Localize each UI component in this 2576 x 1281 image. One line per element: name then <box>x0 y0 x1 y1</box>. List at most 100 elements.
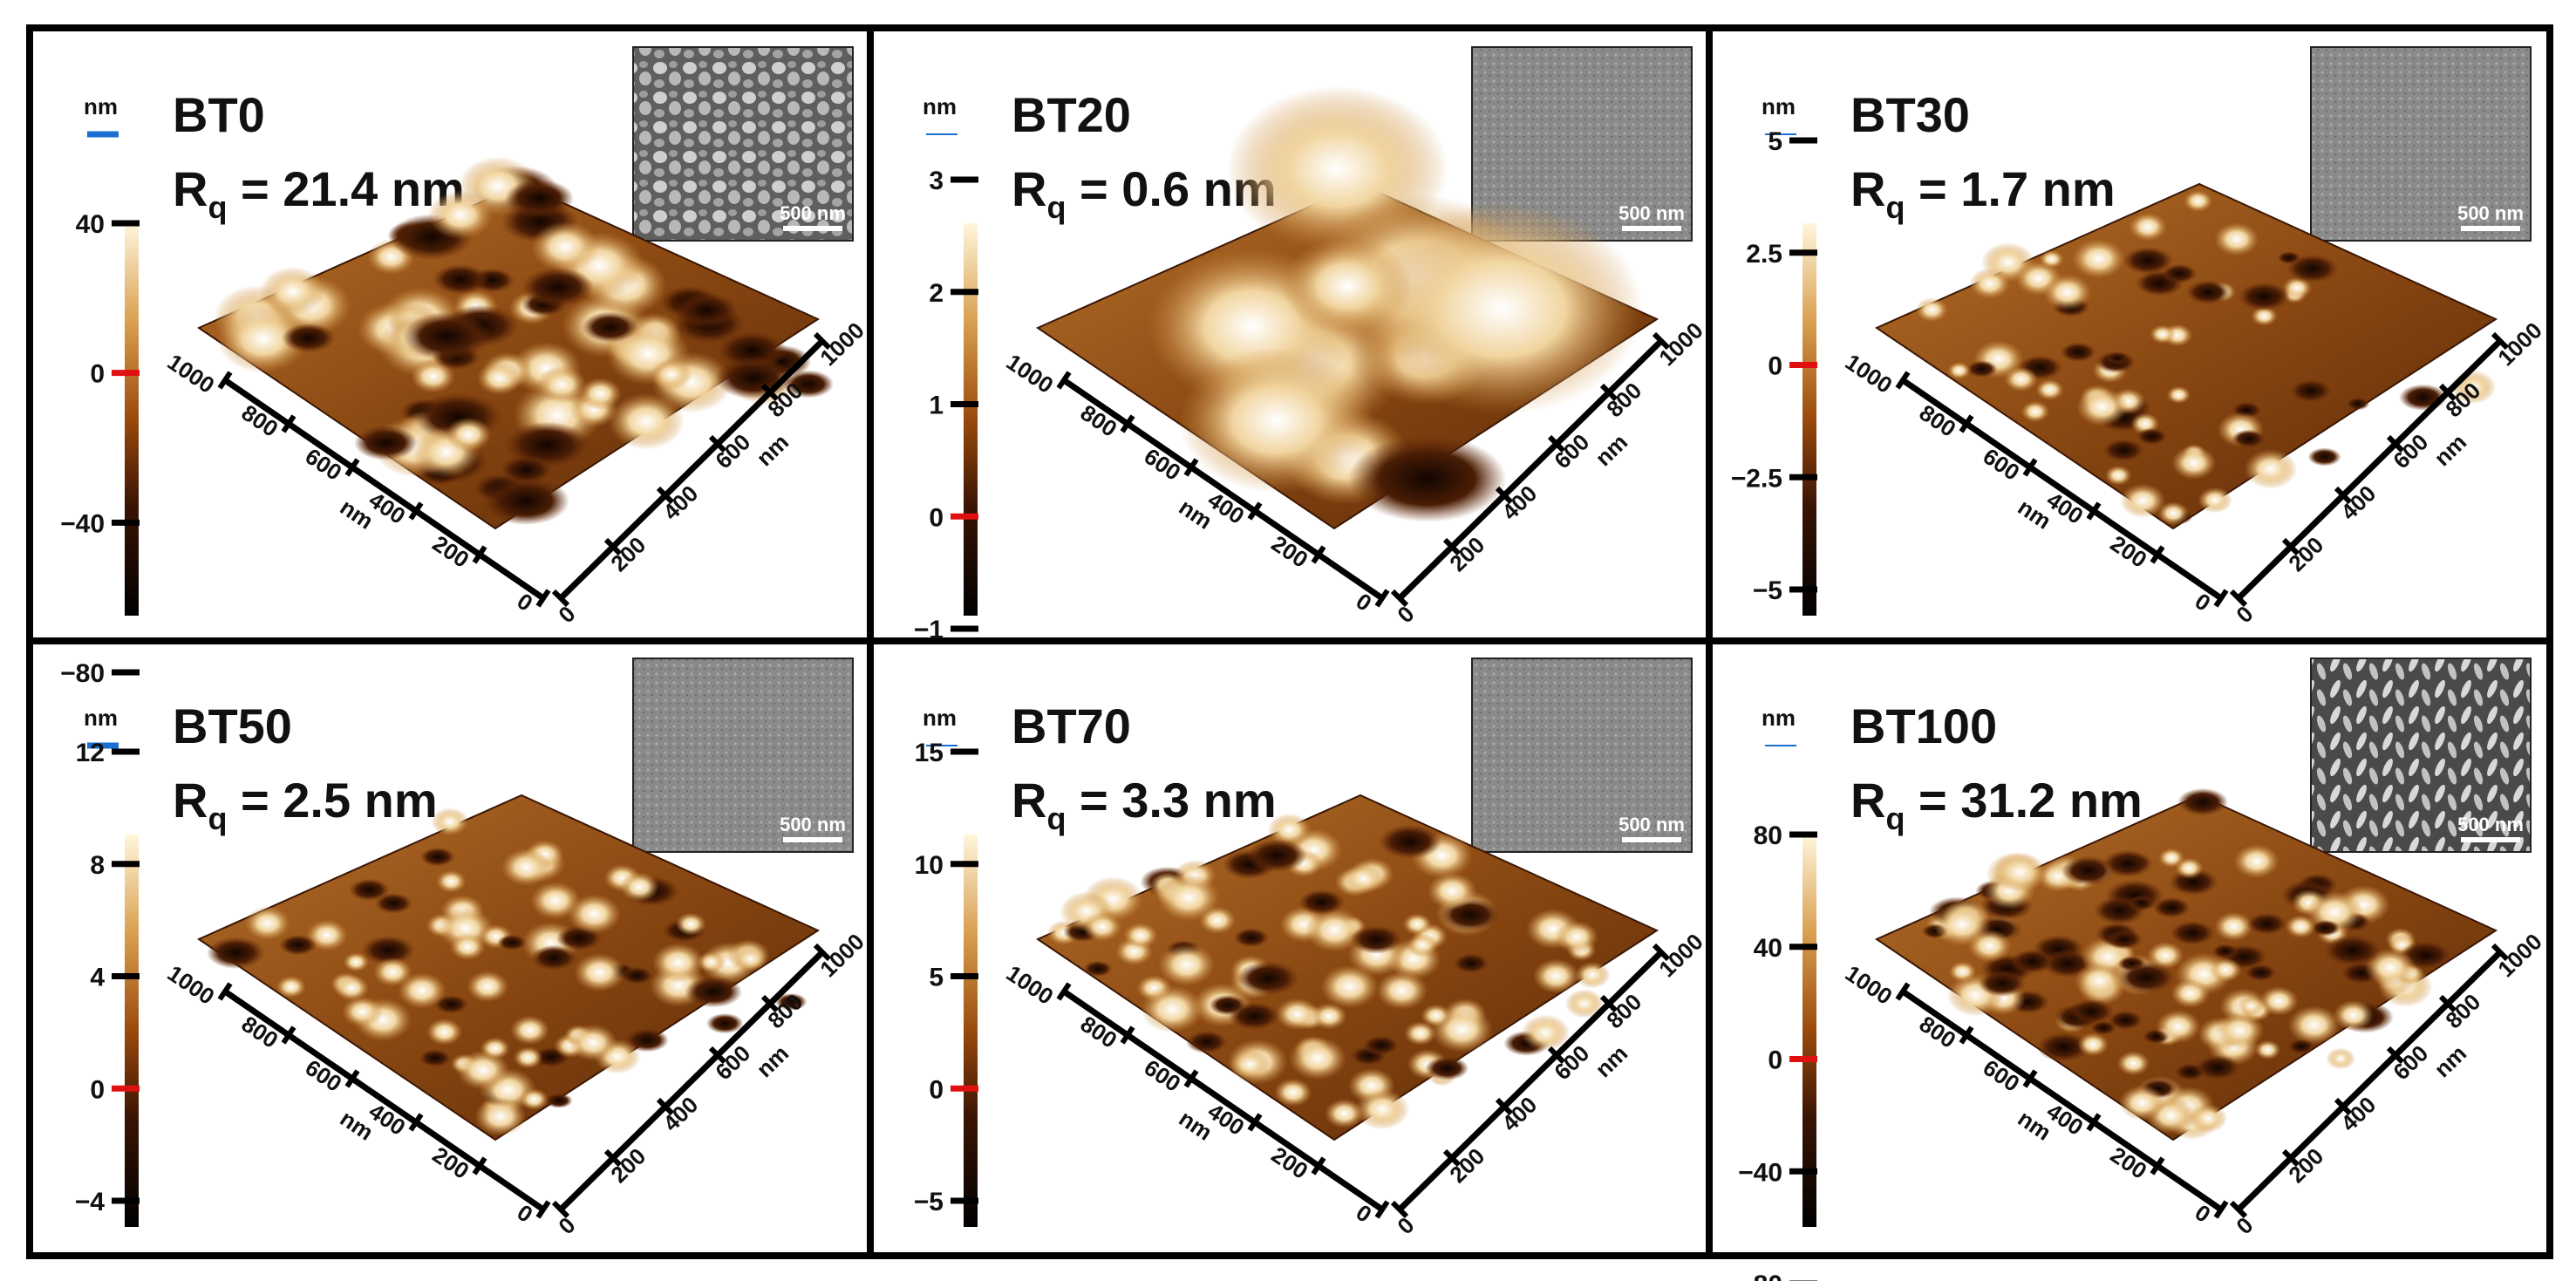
x-tick-label: 200 <box>1267 1141 1313 1184</box>
afm-valley <box>505 179 575 218</box>
colorbar-tick-label: 12 <box>76 739 105 767</box>
y-tick-label: 600 <box>2388 429 2433 474</box>
afm-peak <box>651 943 705 983</box>
afm-peak <box>2259 986 2299 1016</box>
afm-valley <box>1298 889 1345 916</box>
afm-peak <box>343 952 370 972</box>
y-axis-tick <box>1390 589 1409 608</box>
roughness-label: Rq = 1.7 nm <box>1850 161 2116 225</box>
sem-scale-label: 500 nm <box>2457 814 2524 835</box>
afm-peak <box>431 807 469 836</box>
roughness-label: Rq = 2.5 nm <box>173 773 438 836</box>
y-axis-unit: nm <box>1590 1040 1632 1083</box>
colorbar-tick-label: 2 <box>929 279 944 308</box>
afm-valley <box>2106 929 2143 950</box>
x-tick-label: 600 <box>1979 443 2025 486</box>
afm-peak <box>1230 1049 1271 1080</box>
x-axis-tick <box>2022 1069 2038 1088</box>
x-axis-tick <box>1120 414 1135 433</box>
afm-peak <box>1404 1021 1437 1046</box>
y-tick-label: 1000 <box>1653 929 1707 983</box>
afm-peak <box>2043 274 2092 310</box>
afm-peak <box>476 361 522 396</box>
x-axis-tick <box>472 1156 487 1175</box>
roughness-label: Rq = 21.4 nm <box>173 161 465 225</box>
afm-peak <box>2282 276 2313 299</box>
afm-peak <box>1281 236 1413 336</box>
afm-peak <box>2189 1104 2227 1133</box>
x-axis-line <box>1901 989 2223 1212</box>
x-tick-label: 1000 <box>1841 349 1898 399</box>
afm-valley <box>1425 1056 1469 1080</box>
x-tick-label: 200 <box>428 530 474 573</box>
afm-peak <box>619 872 659 903</box>
afm-peak <box>2254 1039 2281 1060</box>
colorbar-tick-label: −40 <box>60 509 105 538</box>
y-axis-tick <box>603 537 623 556</box>
afm-valley <box>2177 787 2229 816</box>
x-axis-tick <box>1374 1200 1390 1219</box>
x-axis-tick <box>408 501 424 521</box>
sem-inset <box>2310 658 2532 853</box>
afm-valley <box>2246 912 2287 936</box>
y-tick-label: 200 <box>2283 1143 2328 1189</box>
y-axis-tick <box>2438 383 2457 402</box>
sem-scale-label: 500 nm <box>1619 202 1685 224</box>
afm-peak <box>568 1024 618 1061</box>
x-axis-line <box>1062 378 1384 601</box>
afm-peak <box>446 417 492 452</box>
afm-valley <box>582 311 638 343</box>
y-axis-tick <box>656 1097 675 1116</box>
x-axis-tick <box>1895 982 1911 1001</box>
panel-title: BT50 <box>173 698 292 753</box>
x-axis-tick <box>1374 589 1390 608</box>
panel-title: BT100 <box>1850 698 1997 753</box>
x-tick-label: 0 <box>2191 588 2216 617</box>
y-axis-tick <box>1652 943 1671 962</box>
afm-valley <box>2195 1054 2240 1080</box>
y-axis-tick <box>2229 1200 2248 1219</box>
afm-peak <box>427 190 494 240</box>
afm-peak <box>1947 361 1971 379</box>
afm-peak <box>1274 1078 1312 1107</box>
afm-peak <box>1421 1004 1452 1027</box>
x-tick-label: 0 <box>513 588 538 617</box>
afm-valley <box>1348 435 1507 522</box>
afm-peak <box>1532 958 1580 994</box>
afm-peak <box>276 975 306 998</box>
afm-valley <box>2010 949 2055 974</box>
y-axis-line <box>558 338 825 601</box>
y-tick-label: 1000 <box>814 317 869 371</box>
x-axis-tick <box>408 1113 424 1132</box>
afm-peak <box>2198 487 2233 514</box>
colorbar-tick-label: −5 <box>1753 576 1782 605</box>
afm-valley <box>2117 961 2176 994</box>
afm-peak <box>1360 202 1643 415</box>
colorbar-tick-label: 15 <box>915 739 944 767</box>
x-tick-label: 1000 <box>163 349 220 399</box>
y-tick-label: 400 <box>1496 1092 1542 1137</box>
colorbar-tick-label: −1 <box>914 616 944 644</box>
x-tick-label: 600 <box>301 443 347 486</box>
afm-valley <box>2211 944 2239 959</box>
afm-peak <box>2183 189 2213 213</box>
x-tick-label: 800 <box>237 1011 283 1053</box>
y-axis-tick <box>1652 331 1671 351</box>
colorbar-tick-label: 0 <box>1768 1046 1782 1075</box>
afm-peak <box>536 365 587 404</box>
x-axis-tick <box>1247 501 1263 521</box>
afm-peak <box>397 971 446 1009</box>
colorbar-tick-label: −40 <box>1738 1158 1782 1187</box>
y-axis-tick <box>1495 1097 1514 1116</box>
colorbar-tick-label: 40 <box>1754 934 1782 963</box>
afm-valley <box>2290 379 2332 403</box>
colorbar-unit: nm <box>1762 93 1796 119</box>
afm-peak <box>697 951 726 973</box>
y-tick-label: 800 <box>1601 378 1646 423</box>
afm-peak <box>2285 915 2317 938</box>
afm-peak <box>651 358 692 391</box>
afm-valley <box>500 455 553 485</box>
x-axis-line <box>223 378 545 601</box>
afm-peak <box>2120 483 2166 518</box>
